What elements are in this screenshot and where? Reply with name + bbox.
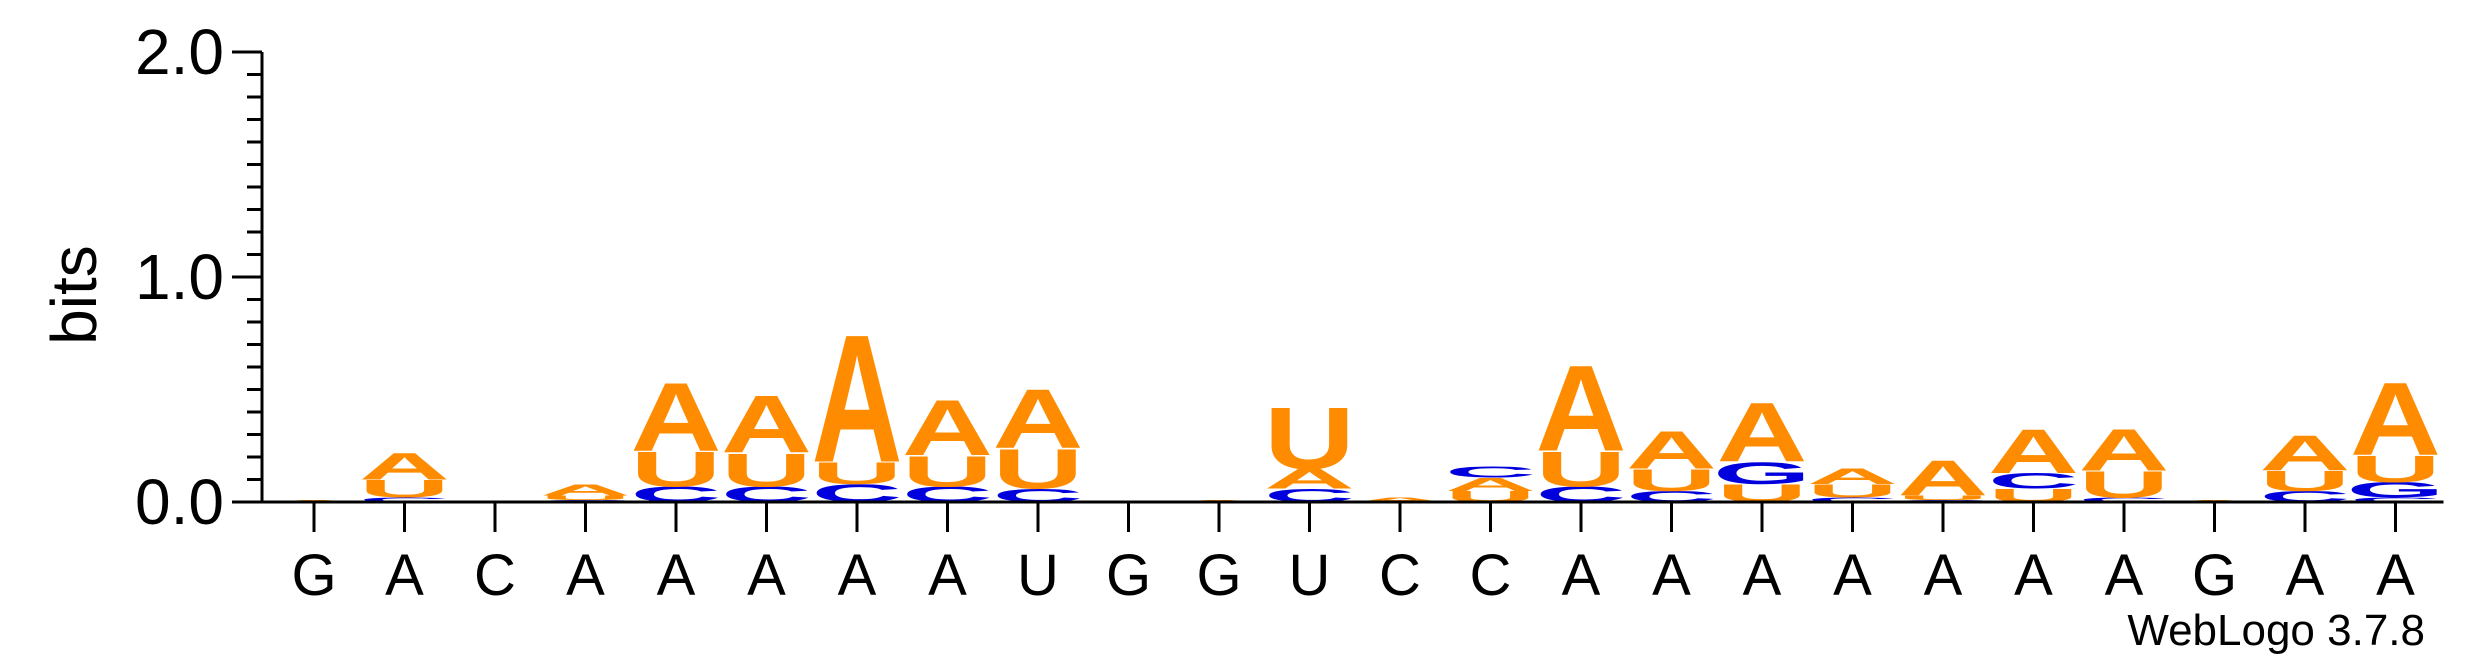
logo-letter-u: U (1626, 463, 1717, 498)
y-tick-label: 2.0 (135, 16, 224, 88)
y-tick-label: 0.0 (135, 466, 224, 538)
logo-letter-u: U (1807, 481, 1898, 502)
logo-letter-g: G (2347, 478, 2445, 503)
logo-letter-a: A (1626, 420, 1717, 480)
x-tick-label: C (474, 543, 516, 608)
y-tick-label: 1.0 (135, 241, 224, 313)
logo-letter-a: A (1355, 496, 1446, 503)
logo-letter-a: A (2260, 425, 2351, 481)
logo-letter-a: A (1988, 417, 2079, 487)
x-tick-label: A (566, 543, 605, 608)
logo-letter-u: U (2350, 448, 2441, 490)
x-tick-label: A (1833, 543, 1872, 608)
x-tick-label: A (747, 543, 786, 608)
letter-stacks: ACUACUACUACUACUACUACUAACAUAUACCUACUAUGAC… (269, 297, 2445, 507)
x-tick-label: A (1743, 543, 1782, 608)
y-axis: 0.0 1.0 2.0 (135, 16, 264, 538)
x-tick-label: A (657, 543, 696, 608)
x-tick-label: G (2192, 543, 2237, 608)
logo-letter-u: U (1536, 441, 1627, 497)
logo-letter-a: A (540, 481, 631, 499)
x-tick-label: A (1652, 543, 1691, 608)
logo-letter-a: A (1445, 474, 1536, 495)
logo-letter-u: U (359, 475, 450, 503)
x-tick-label: U (1017, 543, 1059, 608)
logo-letter-u: U (902, 447, 993, 496)
x-tick-label: A (928, 543, 967, 608)
x-tick-label: G (1196, 543, 1241, 608)
weblogo-credit: WebLogo 3.7.8 (2127, 606, 2425, 655)
x-tick-label: A (1562, 543, 1601, 608)
x-tick-label: A (2376, 543, 2415, 608)
logo-letter-a: A (1717, 385, 1808, 480)
x-tick-label: A (2286, 543, 2325, 608)
logo-letter-a: A (1536, 341, 1627, 477)
x-tick-label: A (838, 543, 877, 608)
x-tick-label: G (291, 543, 336, 608)
logo-letter-c: C (1807, 496, 1898, 503)
logo-letter-u: U (1898, 494, 1989, 501)
x-tick-label: C (1470, 543, 1512, 608)
logo-letter-a: A (2350, 362, 2441, 477)
logo-letter-u: U (1264, 390, 1355, 488)
y-axis-label: bits (38, 245, 110, 345)
logo-letter-u: U (2079, 463, 2170, 505)
logo-letter-a: A (1264, 463, 1355, 495)
x-tick-label: C (1379, 543, 1421, 608)
logo-letter-a: A (359, 445, 450, 487)
logo-letter-a: A (721, 379, 812, 470)
x-tick-label: U (1289, 543, 1331, 608)
logo-letter-u: U (631, 441, 722, 497)
x-tick-label: G (1106, 543, 1151, 608)
logo-letter-a: A (812, 297, 903, 501)
logo-letter-a: A (631, 362, 722, 471)
x-tick-label: A (385, 543, 424, 608)
logo-letter-u: U (993, 438, 1084, 501)
logo-letter-u: U (812, 456, 903, 491)
x-tick-label: A (2105, 543, 2144, 608)
logo-letter-c: C (1445, 463, 1536, 481)
logo-letter-a: A (993, 371, 1084, 466)
logo-letter-c: C (2350, 496, 2441, 503)
logo-letter-a: A (1807, 464, 1898, 489)
logo-letter-c: C (359, 496, 450, 503)
logo-letter-u: U (721, 444, 812, 497)
logo-letter-u: U (540, 494, 631, 501)
logo-letter-u: U (2260, 465, 2351, 497)
logo-letter-g: G (1713, 456, 1811, 491)
x-tick-label: A (2014, 543, 2053, 608)
logo-letter-a: A (902, 384, 993, 472)
x-tick-label: A (1924, 543, 1963, 608)
logo-letter-c: C (1988, 469, 2079, 494)
logo-letter-a: A (1898, 450, 1989, 506)
logo-letter-a: A (2079, 417, 2170, 484)
logo-letter-c: C (2079, 496, 2170, 503)
